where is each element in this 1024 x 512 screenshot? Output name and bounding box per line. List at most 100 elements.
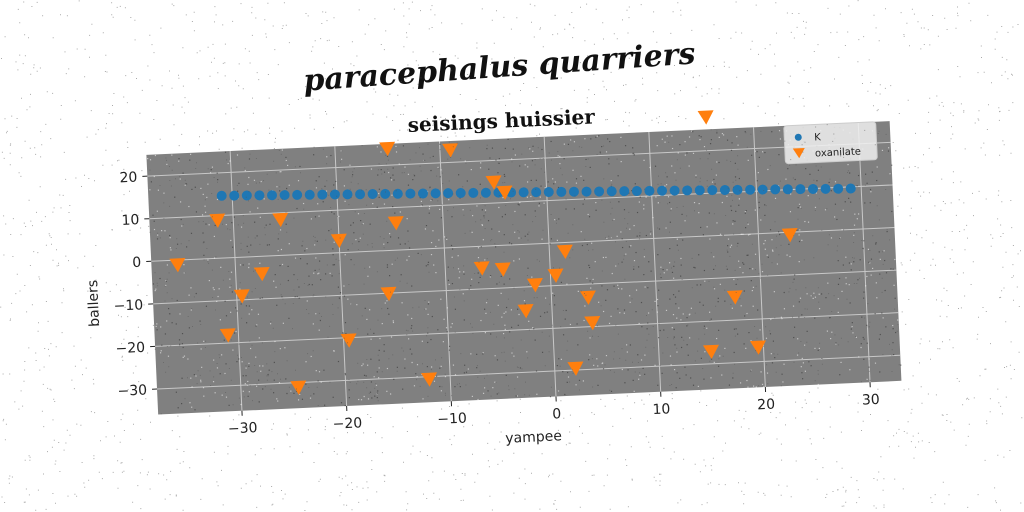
oxanilate-point <box>209 213 226 228</box>
k-point <box>455 188 466 199</box>
x-tick-label: −20 <box>332 415 362 432</box>
oxanilate-point <box>380 286 397 302</box>
k-point <box>795 184 806 195</box>
x-tick-label: 30 <box>862 392 881 409</box>
k-point <box>518 187 529 198</box>
grid-line-y <box>155 312 899 347</box>
k-point <box>480 187 491 198</box>
x-tick-label: 0 <box>552 406 562 422</box>
k-point <box>556 186 567 197</box>
k-point <box>367 189 378 200</box>
k-point <box>719 184 730 195</box>
oxanilate-point <box>567 361 584 376</box>
series-oxanilate <box>169 110 798 395</box>
k-point <box>267 190 278 201</box>
legend-label-k: K <box>814 132 821 143</box>
k-point <box>594 186 605 197</box>
legend-box <box>783 121 878 165</box>
oxanilate-point <box>473 261 490 276</box>
oxanilate-point <box>702 344 719 360</box>
k-point <box>581 186 592 197</box>
oxanilate-point <box>290 380 307 395</box>
k-point <box>833 183 844 194</box>
grid-line-y <box>157 354 901 390</box>
oxanilate-point <box>219 328 236 343</box>
k-point <box>241 190 252 201</box>
oxanilate-point <box>749 340 766 355</box>
grid-line-y <box>153 269 897 305</box>
oxanilate-point <box>387 216 404 231</box>
oxanilate-point <box>169 257 186 273</box>
k-point <box>820 183 831 194</box>
k-point <box>543 187 554 198</box>
oxanilate-point <box>697 110 714 125</box>
grid-line-y <box>147 141 891 177</box>
k-point <box>757 184 768 195</box>
k-point <box>657 185 668 196</box>
y-tick-label: −30 <box>117 382 147 399</box>
k-point <box>619 186 630 197</box>
oxanilate-point <box>233 289 250 304</box>
k-point <box>342 189 353 200</box>
oxanilate-point <box>517 304 534 319</box>
k-point <box>694 185 705 196</box>
oxanilate-point <box>421 372 438 387</box>
grid-line-x <box>857 122 871 383</box>
legend: K oxanilate <box>783 121 878 165</box>
k-point <box>392 188 403 199</box>
k-point <box>430 188 441 199</box>
y-tick-label: −20 <box>115 340 145 357</box>
k-point <box>216 190 227 201</box>
k-point <box>682 185 693 196</box>
k-point <box>568 186 579 197</box>
oxanilate-point <box>340 333 357 348</box>
chart-title: seisings huissier <box>407 104 596 136</box>
plot-group: seisings huissier −30 −20 −10 0 10 20 30 −30 −2… <box>85 104 902 447</box>
grid-line-x <box>543 136 557 397</box>
k-point <box>644 185 655 196</box>
k-point <box>380 188 391 199</box>
grid-line-y <box>149 184 893 220</box>
oxanilate-point <box>579 290 596 305</box>
y-tick-label: −10 <box>113 297 143 314</box>
oxanilate-point <box>584 315 601 331</box>
x-tick-label: −30 <box>228 420 258 437</box>
oxanilate-point <box>442 143 459 158</box>
k-point <box>279 190 290 201</box>
oxanilate-point <box>526 278 543 293</box>
x-tick-label: 20 <box>757 397 776 414</box>
k-point <box>304 189 315 200</box>
k-point <box>292 189 303 200</box>
k-point <box>443 188 454 199</box>
oxanilate-point <box>272 212 289 228</box>
k-point <box>229 190 240 201</box>
k-point <box>329 189 340 200</box>
x-axis-ticks: −30 −20 −10 0 10 20 30 <box>228 382 881 437</box>
oxanilate-point <box>726 290 743 305</box>
k-point <box>254 190 265 201</box>
k-point <box>807 183 818 194</box>
series-k <box>216 183 856 201</box>
oxanilate-point <box>253 266 270 282</box>
oxanilate-point <box>781 228 798 243</box>
y-axis-ticks: −30 −20 −10 0 10 20 <box>113 170 158 400</box>
y-tick-label: 0 <box>132 255 142 271</box>
x-tick-label: −10 <box>437 411 467 428</box>
oxanilate-point <box>547 268 564 283</box>
grid <box>147 122 901 411</box>
grid-line-x <box>648 131 662 392</box>
oxanilate-point <box>485 175 502 190</box>
chart-suptitle: paracephalus quarriers <box>302 36 696 98</box>
k-point <box>631 186 642 197</box>
k-point <box>531 187 542 198</box>
k-point <box>770 184 781 195</box>
x-axis-label: yampee <box>505 428 562 447</box>
k-point <box>845 183 856 194</box>
grid-line-x <box>334 146 348 407</box>
y-tick-label: 20 <box>119 170 138 187</box>
x-tick-label: 10 <box>652 401 671 418</box>
grid-line-y <box>151 227 895 262</box>
k-point <box>669 185 680 196</box>
k-point <box>468 187 479 198</box>
